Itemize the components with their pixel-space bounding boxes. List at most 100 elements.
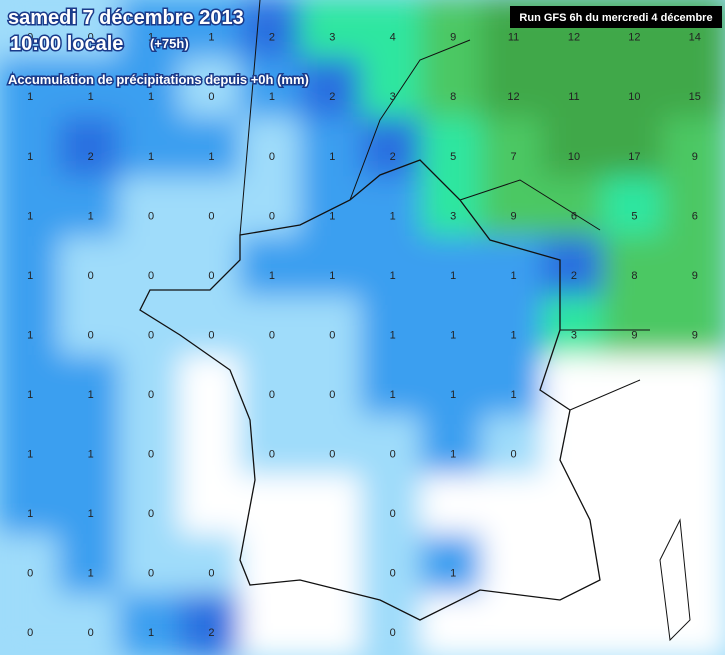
precip-value: 0 — [148, 448, 154, 460]
precip-value: 0 — [390, 627, 396, 639]
precip-value: 1 — [390, 389, 396, 401]
precip-cell — [602, 355, 667, 419]
precip-cell — [239, 176, 305, 241]
precip-cell — [602, 295, 667, 360]
precip-value: 0 — [88, 32, 94, 44]
precip-value: 1 — [88, 508, 94, 520]
precip-cell — [300, 474, 365, 538]
precip-value: 11 — [568, 91, 579, 103]
precip-value: 5 — [631, 210, 637, 222]
precip-cell — [602, 57, 667, 122]
precip-value: 1 — [390, 329, 396, 341]
precip-cell — [58, 474, 123, 538]
precip-cell — [481, 117, 546, 181]
precip-value: 4 — [390, 32, 396, 44]
precip-cell — [420, 593, 486, 655]
precip-value: 11 — [508, 32, 519, 44]
precip-value: 1 — [208, 151, 214, 163]
precip-value: 2 — [390, 151, 396, 163]
precip-cell — [662, 236, 725, 300]
precip-value: 1 — [27, 329, 33, 341]
precip-value: 2 — [269, 32, 275, 44]
precip-cell — [300, 593, 365, 655]
precip-cell — [360, 474, 425, 538]
precip-value: 9 — [510, 210, 516, 222]
precip-cell — [662, 414, 725, 479]
precip-cell — [360, 236, 425, 300]
precip-cell — [662, 593, 725, 655]
precip-cell — [360, 414, 425, 479]
precip-value: 6 — [692, 210, 698, 222]
precip-cell — [481, 414, 546, 479]
precip-cell — [239, 295, 305, 360]
subtitle: Accumulation de précipitations depuis +0… — [8, 72, 309, 87]
precip-cell — [179, 533, 244, 598]
precip-cell — [541, 236, 607, 300]
precip-cell — [420, 0, 486, 62]
precip-cell — [360, 295, 425, 360]
precip-value: 1 — [27, 151, 33, 163]
precip-cell — [541, 295, 607, 360]
precip-cell — [58, 57, 123, 122]
precip-value: 0 — [27, 568, 33, 580]
precip-cell — [420, 57, 486, 122]
precip-value: 0 — [88, 329, 94, 341]
precip-value: 1 — [450, 568, 456, 580]
precip-value: 0 — [148, 508, 154, 520]
precip-cell — [118, 593, 184, 655]
precip-value: 1 — [269, 270, 275, 282]
precip-value: 0 — [27, 32, 33, 44]
precip-cell — [118, 533, 184, 598]
precip-value: 1 — [27, 210, 33, 222]
precip-value: 1 — [27, 91, 33, 103]
precip-cell — [602, 474, 667, 538]
precip-cell — [0, 117, 63, 181]
precip-value: 1 — [148, 32, 154, 44]
precip-value: 12 — [507, 91, 519, 103]
precip-cell — [179, 355, 244, 419]
precip-cell — [0, 57, 63, 122]
precip-value: 9 — [692, 270, 698, 282]
precip-value: 0 — [208, 568, 214, 580]
precip-cell — [360, 593, 425, 655]
precip-cell — [179, 295, 244, 360]
precip-value: 10 — [568, 151, 580, 163]
precip-cell — [541, 117, 607, 181]
precip-cell — [300, 0, 365, 62]
value-labels: 0 0 1 1 2 3 4 9 11 12 12 141 1 1 0 1 2 3 8 12 11 10 151 2 1 1 0 1 2 5… — [27, 32, 701, 639]
precip-cell — [179, 57, 244, 122]
precip-cell — [239, 474, 305, 538]
precip-value: 0 — [148, 210, 154, 222]
precip-cell — [662, 533, 725, 598]
precip-cell — [0, 176, 63, 241]
precip-value: 0 — [208, 270, 214, 282]
precip-cell — [0, 593, 63, 655]
precip-cell — [662, 57, 725, 122]
precip-cell — [300, 355, 365, 419]
precip-value: 1 — [27, 270, 33, 282]
precip-cell — [58, 533, 123, 598]
precip-cell — [420, 295, 486, 360]
precip-cell — [58, 414, 123, 479]
precip-cell — [0, 474, 63, 538]
run-label: Run GFS 6h du mercredi 4 décembre — [519, 12, 712, 24]
precip-cell — [58, 117, 123, 181]
precip-cell — [420, 533, 486, 598]
precip-cell — [239, 0, 305, 62]
precip-value: 0 — [269, 448, 275, 460]
precip-cell — [420, 117, 486, 181]
precip-cell — [420, 176, 486, 241]
precip-value: 0 — [329, 448, 335, 460]
precip-cell — [58, 355, 123, 419]
precip-cell — [118, 0, 184, 62]
precip-value: 0 — [390, 448, 396, 460]
precip-value: 9 — [631, 329, 637, 341]
precip-value: 1 — [88, 210, 94, 222]
precip-cell — [662, 117, 725, 181]
precip-value: 0 — [208, 210, 214, 222]
precip-cell — [0, 236, 63, 300]
precip-cell — [602, 414, 667, 479]
precip-cell — [239, 117, 305, 181]
precip-cell — [541, 176, 607, 241]
precip-cell — [118, 117, 184, 181]
